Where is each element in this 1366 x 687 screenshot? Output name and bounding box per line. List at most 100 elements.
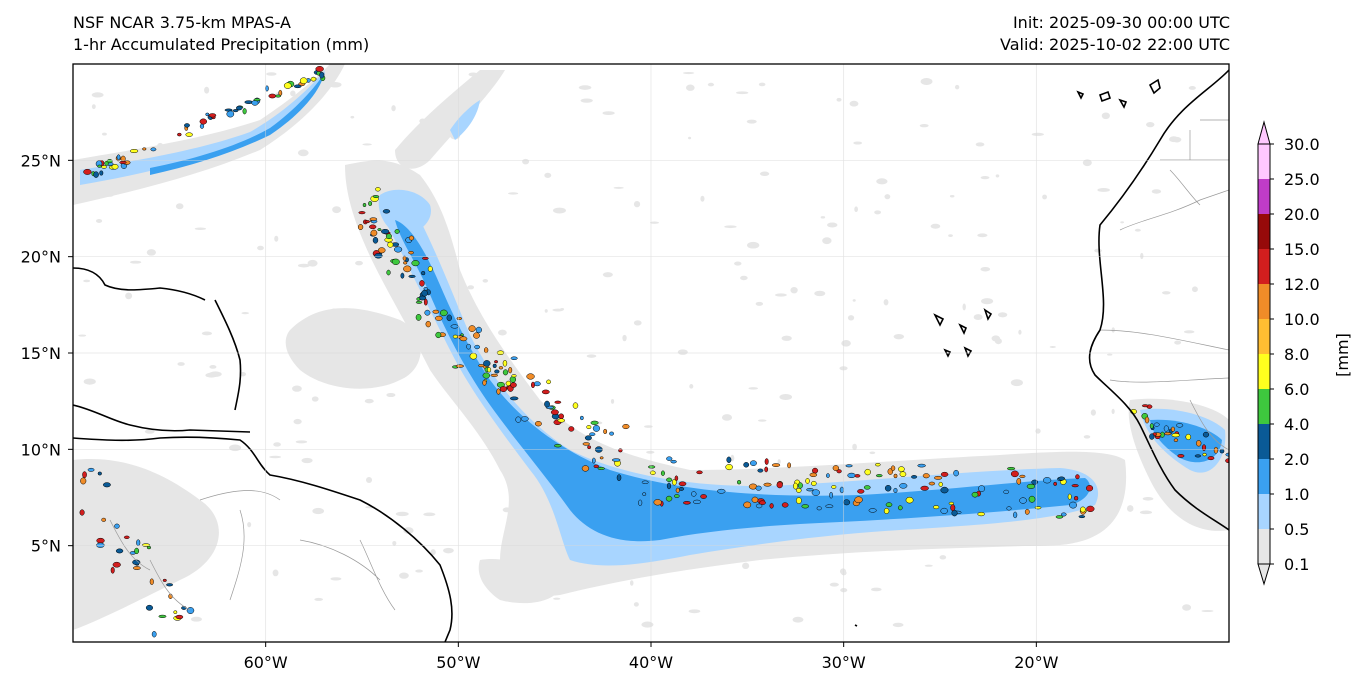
convective-cell xyxy=(145,604,153,611)
convective-cell xyxy=(581,465,590,472)
convective-cell xyxy=(666,477,673,482)
convective-cell xyxy=(584,435,592,441)
light-speckle xyxy=(185,562,192,570)
light-speckle xyxy=(1162,291,1171,295)
canary-islands xyxy=(1076,78,1161,109)
convective-cell xyxy=(978,485,986,492)
convective-cell xyxy=(435,315,443,321)
convective-cell xyxy=(648,465,656,469)
light-speckle xyxy=(105,539,114,546)
convective-cell xyxy=(568,426,575,432)
light-speckle xyxy=(125,292,133,300)
light-speckle xyxy=(350,115,355,119)
convective-cell xyxy=(415,314,422,321)
convective-cell xyxy=(391,258,400,266)
lat-tick-label: 25°N xyxy=(21,151,61,170)
convective-cell xyxy=(670,459,677,464)
light-speckle xyxy=(552,207,566,214)
convective-cell xyxy=(641,480,649,485)
light-speckle xyxy=(1100,479,1109,483)
light-speckle xyxy=(1031,132,1044,136)
convective-cell xyxy=(1171,426,1175,432)
convective-cell xyxy=(1164,431,1172,436)
convective-cell xyxy=(977,512,985,517)
convective-cell xyxy=(793,482,798,490)
light-speckle xyxy=(1146,122,1155,128)
venezuela-coast xyxy=(73,404,251,433)
convective-cell xyxy=(597,466,605,471)
light-speckle xyxy=(847,315,855,321)
convective-cell xyxy=(922,473,930,479)
convective-cell xyxy=(1019,474,1026,478)
light-speckle xyxy=(870,587,882,592)
light-speckle xyxy=(746,241,760,249)
colorbar-bin xyxy=(1258,214,1270,249)
light-speckle xyxy=(827,222,838,228)
convective-cell xyxy=(829,491,833,499)
convective-cell xyxy=(928,481,936,486)
light-speckle xyxy=(578,85,592,90)
convective-cell xyxy=(468,325,476,332)
convective-cell xyxy=(293,84,302,89)
light-speckle xyxy=(205,372,218,378)
convective-cell xyxy=(1013,511,1018,519)
convective-cell xyxy=(1071,484,1079,488)
light-speckle xyxy=(867,542,872,548)
colorbar-bin xyxy=(1258,179,1270,214)
west-cloud-light xyxy=(285,308,421,389)
convective-cell xyxy=(1031,479,1039,485)
convective-cell xyxy=(110,566,115,574)
convective-cell xyxy=(385,233,392,240)
convective-cell xyxy=(1163,425,1169,432)
convective-cell xyxy=(150,147,157,152)
convective-cell xyxy=(1057,476,1066,481)
light-speckle xyxy=(688,609,701,614)
light-speckle xyxy=(952,465,963,470)
convective-cell xyxy=(599,456,604,460)
colorbar-level-label: 2.0 xyxy=(1284,450,1309,469)
convective-cell xyxy=(421,289,428,297)
convective-cell xyxy=(362,202,367,208)
light-speckle xyxy=(423,512,436,517)
convective-cell xyxy=(149,578,154,585)
light-speckle xyxy=(117,581,121,585)
convective-cell xyxy=(452,334,458,339)
northern-streak-moderate xyxy=(450,100,480,140)
light-speckle xyxy=(175,203,184,210)
colorbar-bin xyxy=(1258,494,1270,529)
light-speckle xyxy=(1083,435,1091,439)
convective-cell xyxy=(499,386,508,393)
light-speckle xyxy=(209,365,217,369)
light-speckle xyxy=(990,533,1001,541)
convective-cell xyxy=(1034,506,1042,510)
light-speckle xyxy=(724,225,737,229)
light-speckle xyxy=(975,142,985,147)
convective-cell xyxy=(751,496,759,503)
light-speckle xyxy=(987,524,996,531)
convective-cell xyxy=(82,471,87,479)
convective-cell xyxy=(446,314,452,322)
convective-cell xyxy=(911,475,918,479)
light-speckle xyxy=(1116,484,1120,490)
convective-cell xyxy=(1080,506,1086,513)
light-speckle xyxy=(443,547,454,554)
convective-cell xyxy=(268,93,277,99)
title-left: NSF NCAR 3.75-km MPAS-A 1-hr Accumulated… xyxy=(73,12,369,56)
south-america-coast xyxy=(73,436,453,642)
convective-cell xyxy=(665,495,673,502)
model-title: NSF NCAR 3.75-km MPAS-A xyxy=(73,13,291,32)
colorbar-level-label: 6.0 xyxy=(1284,380,1309,399)
light-speckle xyxy=(403,527,414,534)
light-speckle xyxy=(980,176,990,180)
light-speckle xyxy=(145,560,149,565)
convective-cell xyxy=(526,373,535,380)
convective-cell xyxy=(432,309,440,314)
convective-cell xyxy=(674,494,680,498)
convective-cell xyxy=(1149,433,1155,440)
south-america-borders xyxy=(109,490,396,611)
light-speckle xyxy=(746,119,757,124)
convective-cell xyxy=(1010,470,1019,478)
southern-patch-light xyxy=(478,559,560,604)
convective-cell xyxy=(299,77,308,85)
light-speckle xyxy=(1174,340,1182,345)
